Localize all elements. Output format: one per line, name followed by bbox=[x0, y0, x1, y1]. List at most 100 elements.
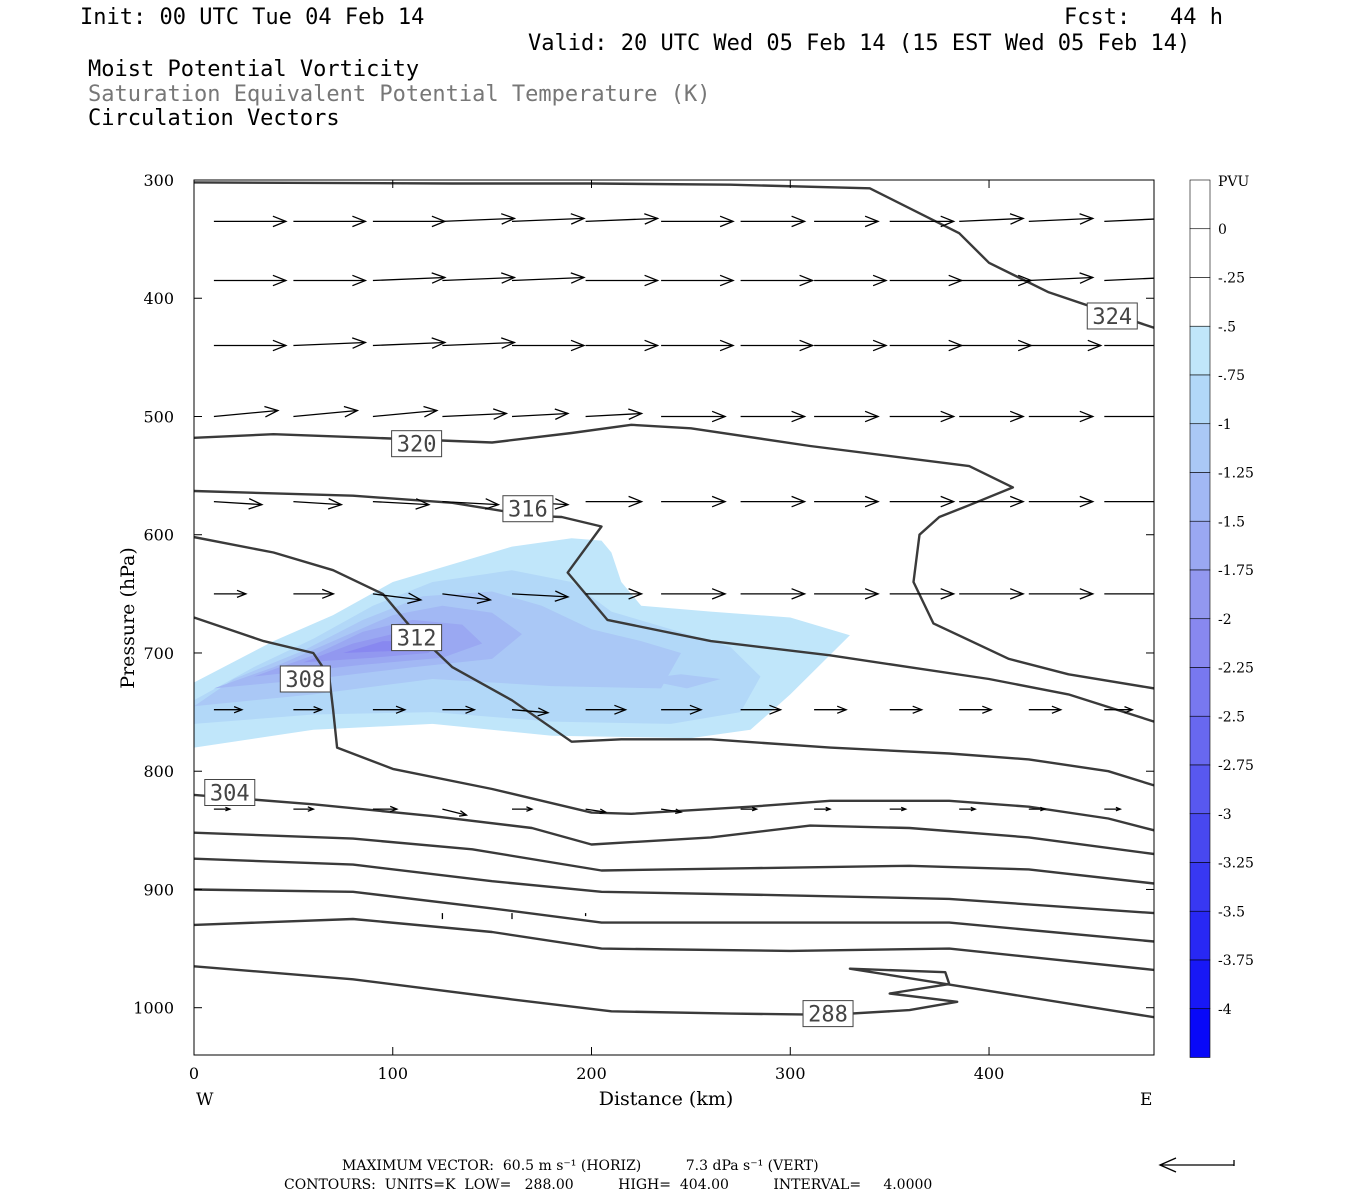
contour-info: CONTOURS: UNITS=K LOW= 288.00 HIGH= 404.… bbox=[284, 1177, 933, 1193]
y-tick-label: 500 bbox=[143, 407, 174, 426]
colorbar-label: -1.25 bbox=[1218, 466, 1254, 482]
vector-head bbox=[836, 705, 848, 714]
theta-contour-9 bbox=[194, 917, 1154, 972]
vector-head bbox=[321, 588, 336, 599]
colorbar-label: -4 bbox=[1218, 1002, 1232, 1018]
vector-head bbox=[225, 806, 232, 812]
vector-head bbox=[825, 806, 832, 812]
theta-contour-320 bbox=[194, 423, 1154, 690]
vector-head bbox=[1155, 496, 1168, 506]
valid-time: Valid: 20 UTC Wed 05 Feb 14 (15 EST Wed … bbox=[528, 31, 1191, 56]
theta-contours bbox=[194, 181, 1154, 1019]
contour-label-324: 324 bbox=[1092, 305, 1132, 330]
contour-label-box-304 bbox=[204, 779, 256, 806]
colorbar-swatch bbox=[1189, 618, 1211, 668]
vector-shaft bbox=[372, 593, 421, 601]
vector-head bbox=[628, 495, 644, 508]
vector-shaft bbox=[1104, 277, 1154, 282]
theta-contour-288 bbox=[194, 965, 1154, 1019]
vector-head bbox=[644, 339, 660, 352]
vector-shaft bbox=[372, 276, 445, 282]
vector-head bbox=[554, 408, 570, 420]
vector-head bbox=[791, 410, 807, 423]
vector-shaft bbox=[293, 409, 358, 418]
vector-head bbox=[644, 213, 660, 225]
vector-head bbox=[431, 272, 447, 284]
vector-head bbox=[352, 215, 368, 228]
vector-shaft bbox=[585, 412, 642, 418]
pv-region-1 bbox=[909, 430, 1154, 506]
vector-head bbox=[554, 590, 570, 602]
colorbar-label: -3.75 bbox=[1218, 953, 1254, 969]
colorbar-swatch bbox=[1189, 764, 1211, 815]
vector-head bbox=[1115, 806, 1123, 812]
vector-head bbox=[352, 274, 368, 287]
colorbar-swatch bbox=[1189, 862, 1211, 912]
vector-head bbox=[313, 705, 324, 714]
vector-shaft bbox=[1028, 276, 1093, 282]
contour-label-box-320 bbox=[391, 430, 443, 458]
vector-head bbox=[492, 408, 509, 420]
axes: 300 400 500 600 700 800 900 1000 0 100 200 300 400 W E… bbox=[117, 171, 1154, 1110]
vector-head bbox=[751, 806, 759, 812]
colorbar-swatch bbox=[1189, 277, 1211, 327]
vector-head bbox=[343, 405, 360, 418]
vector-shaft bbox=[511, 412, 569, 418]
vector-head bbox=[500, 213, 517, 225]
colorbar-swatch bbox=[1189, 325, 1211, 376]
vector-head bbox=[351, 337, 368, 349]
vector-head bbox=[459, 810, 469, 817]
theta-contour-8 bbox=[194, 888, 1154, 943]
vector-head bbox=[570, 272, 586, 284]
colorbar-swatch bbox=[1189, 1008, 1211, 1058]
vector-shaft bbox=[442, 808, 467, 816]
vector-head bbox=[711, 410, 727, 423]
y-tick-label: 400 bbox=[143, 289, 174, 308]
colorbar: PVU 0 -.25 -.5 -.75 -1 -1.25 -1.5 -1.75 -2 -2.25 -2… bbox=[1189, 174, 1254, 1058]
vector-head bbox=[1124, 705, 1135, 714]
vector-head bbox=[864, 215, 880, 228]
vector-head bbox=[500, 337, 517, 349]
vector-head bbox=[233, 705, 244, 714]
contour-label-box-324 bbox=[1086, 302, 1138, 330]
colorbar-swatch bbox=[1189, 715, 1211, 766]
contour-label-box-308 bbox=[279, 665, 331, 693]
west-label: W bbox=[196, 1090, 214, 1110]
vector-shaft bbox=[372, 341, 445, 347]
vector-shaft bbox=[442, 341, 515, 347]
vector-shaft bbox=[511, 709, 549, 714]
colorbar-swatch bbox=[1189, 472, 1211, 522]
vector-head bbox=[864, 495, 880, 508]
vector-head bbox=[1163, 340, 1176, 350]
colorbar-label: -3.5 bbox=[1218, 904, 1245, 920]
contour-label-304: 304 bbox=[210, 782, 250, 807]
vector-head bbox=[484, 498, 501, 510]
colorbar-unit: PVU bbox=[1218, 174, 1250, 190]
contour-labels: 324 320 316 312 308 304 288 bbox=[204, 302, 1138, 1028]
vector-head bbox=[940, 215, 956, 228]
vector-shaft bbox=[442, 500, 499, 506]
theta-contour-308 bbox=[194, 616, 1154, 832]
vector-head bbox=[791, 588, 807, 600]
vector-head bbox=[236, 589, 248, 599]
plot-frame bbox=[193, 179, 1155, 1056]
colorbar-label: -.25 bbox=[1218, 271, 1245, 287]
colorbar-label: -1 bbox=[1218, 417, 1232, 433]
vector-head bbox=[407, 592, 423, 605]
vector-head bbox=[970, 806, 977, 812]
vector-head bbox=[465, 705, 477, 714]
field-title-mpv: Moist Potential Vorticity bbox=[88, 57, 420, 82]
field-title-vectors: Circulation Vectors bbox=[88, 106, 340, 131]
vector-head bbox=[644, 274, 660, 287]
theta-contour-7 bbox=[194, 857, 1154, 915]
vector-head bbox=[1079, 213, 1095, 225]
colorbar-label: -1.5 bbox=[1218, 514, 1245, 530]
vector-shaft bbox=[585, 808, 606, 813]
vector-head bbox=[395, 705, 407, 714]
vector-head bbox=[1079, 410, 1095, 423]
vector-head bbox=[1155, 273, 1168, 283]
vector-head bbox=[1079, 495, 1095, 508]
vector-head bbox=[628, 588, 644, 600]
vector-head bbox=[272, 274, 288, 287]
vector-head bbox=[248, 498, 264, 510]
